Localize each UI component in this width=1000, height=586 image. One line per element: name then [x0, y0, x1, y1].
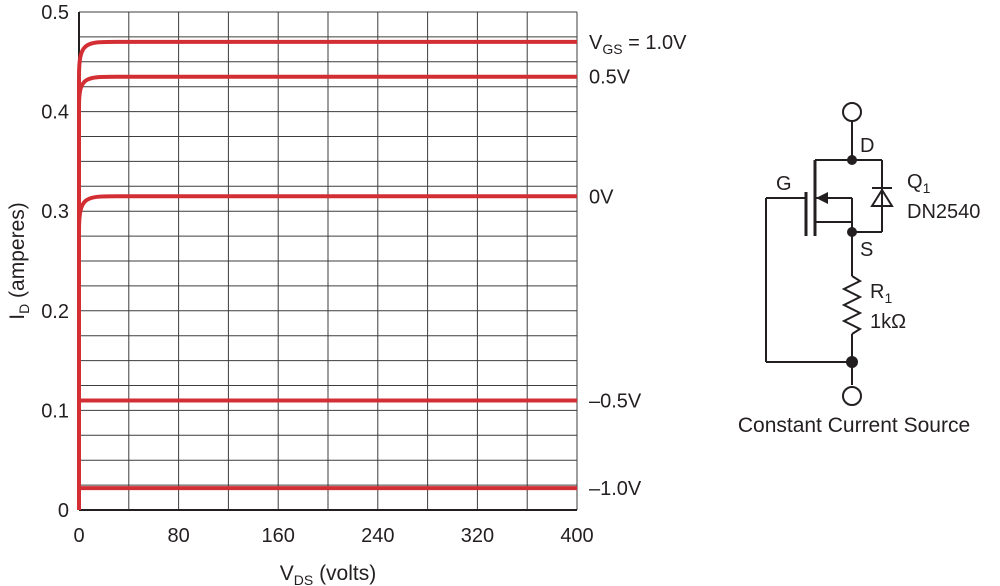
y-tick-label: 0.4	[41, 102, 69, 124]
grid	[79, 11, 578, 510]
drain-label: D	[860, 135, 874, 157]
series-label: –1.0V	[589, 478, 642, 500]
transistor-designator: Q1	[907, 171, 931, 196]
series-label: 0.5V	[589, 67, 631, 89]
resistor-value: 1kΩ	[870, 311, 906, 333]
y-tick-label: 0.1	[41, 400, 69, 422]
circuit-schematic	[765, 102, 894, 406]
transistor-part: DN2540	[907, 201, 980, 223]
series-curve	[77, 39, 577, 77]
circuit-caption: Constant Current Source	[738, 414, 970, 437]
x-tick-labels: 0 80 160 240 320 400	[73, 525, 593, 547]
y-tick-label: 0.5	[41, 2, 69, 24]
gate-label: G	[776, 173, 792, 195]
chart: 0 80 160 240 320 400 0 0.1 0.2 0.3 0.4 0.5 VGS = 1…	[6, 2, 687, 586]
y-axis-title: ID (amperes)	[6, 202, 32, 320]
y-tick-label: 0	[58, 500, 69, 522]
resistor-designator: R1	[870, 281, 892, 306]
source-label: S	[860, 239, 873, 261]
diode-icon	[870, 188, 894, 207]
y-tick-labels: 0 0.1 0.2 0.3 0.4 0.5	[41, 2, 69, 522]
series-label: VGS = 1.0V	[589, 32, 687, 57]
x-tick-label: 160	[262, 525, 295, 547]
curve-labels: VGS = 1.0V 0.5V 0V –0.5V –1.0V	[589, 32, 687, 500]
resistor-icon	[841, 275, 863, 335]
curves	[77, 39, 577, 510]
output-terminal	[842, 386, 862, 406]
series-label: 0V	[589, 186, 614, 208]
drain-terminal	[842, 102, 862, 122]
x-axis-title: VDS (volts)	[280, 562, 376, 586]
y-tick-label: 0.3	[41, 201, 69, 223]
x-tick-label: 320	[461, 525, 494, 547]
x-tick-label: 80	[167, 525, 189, 547]
mosfet-arrow-icon	[816, 192, 828, 204]
x-tick-label: 240	[361, 525, 394, 547]
y-tick-label: 0.2	[41, 301, 69, 323]
series-label: –0.5V	[589, 390, 642, 412]
x-tick-label: 0	[73, 525, 84, 547]
x-tick-label: 400	[560, 525, 593, 547]
